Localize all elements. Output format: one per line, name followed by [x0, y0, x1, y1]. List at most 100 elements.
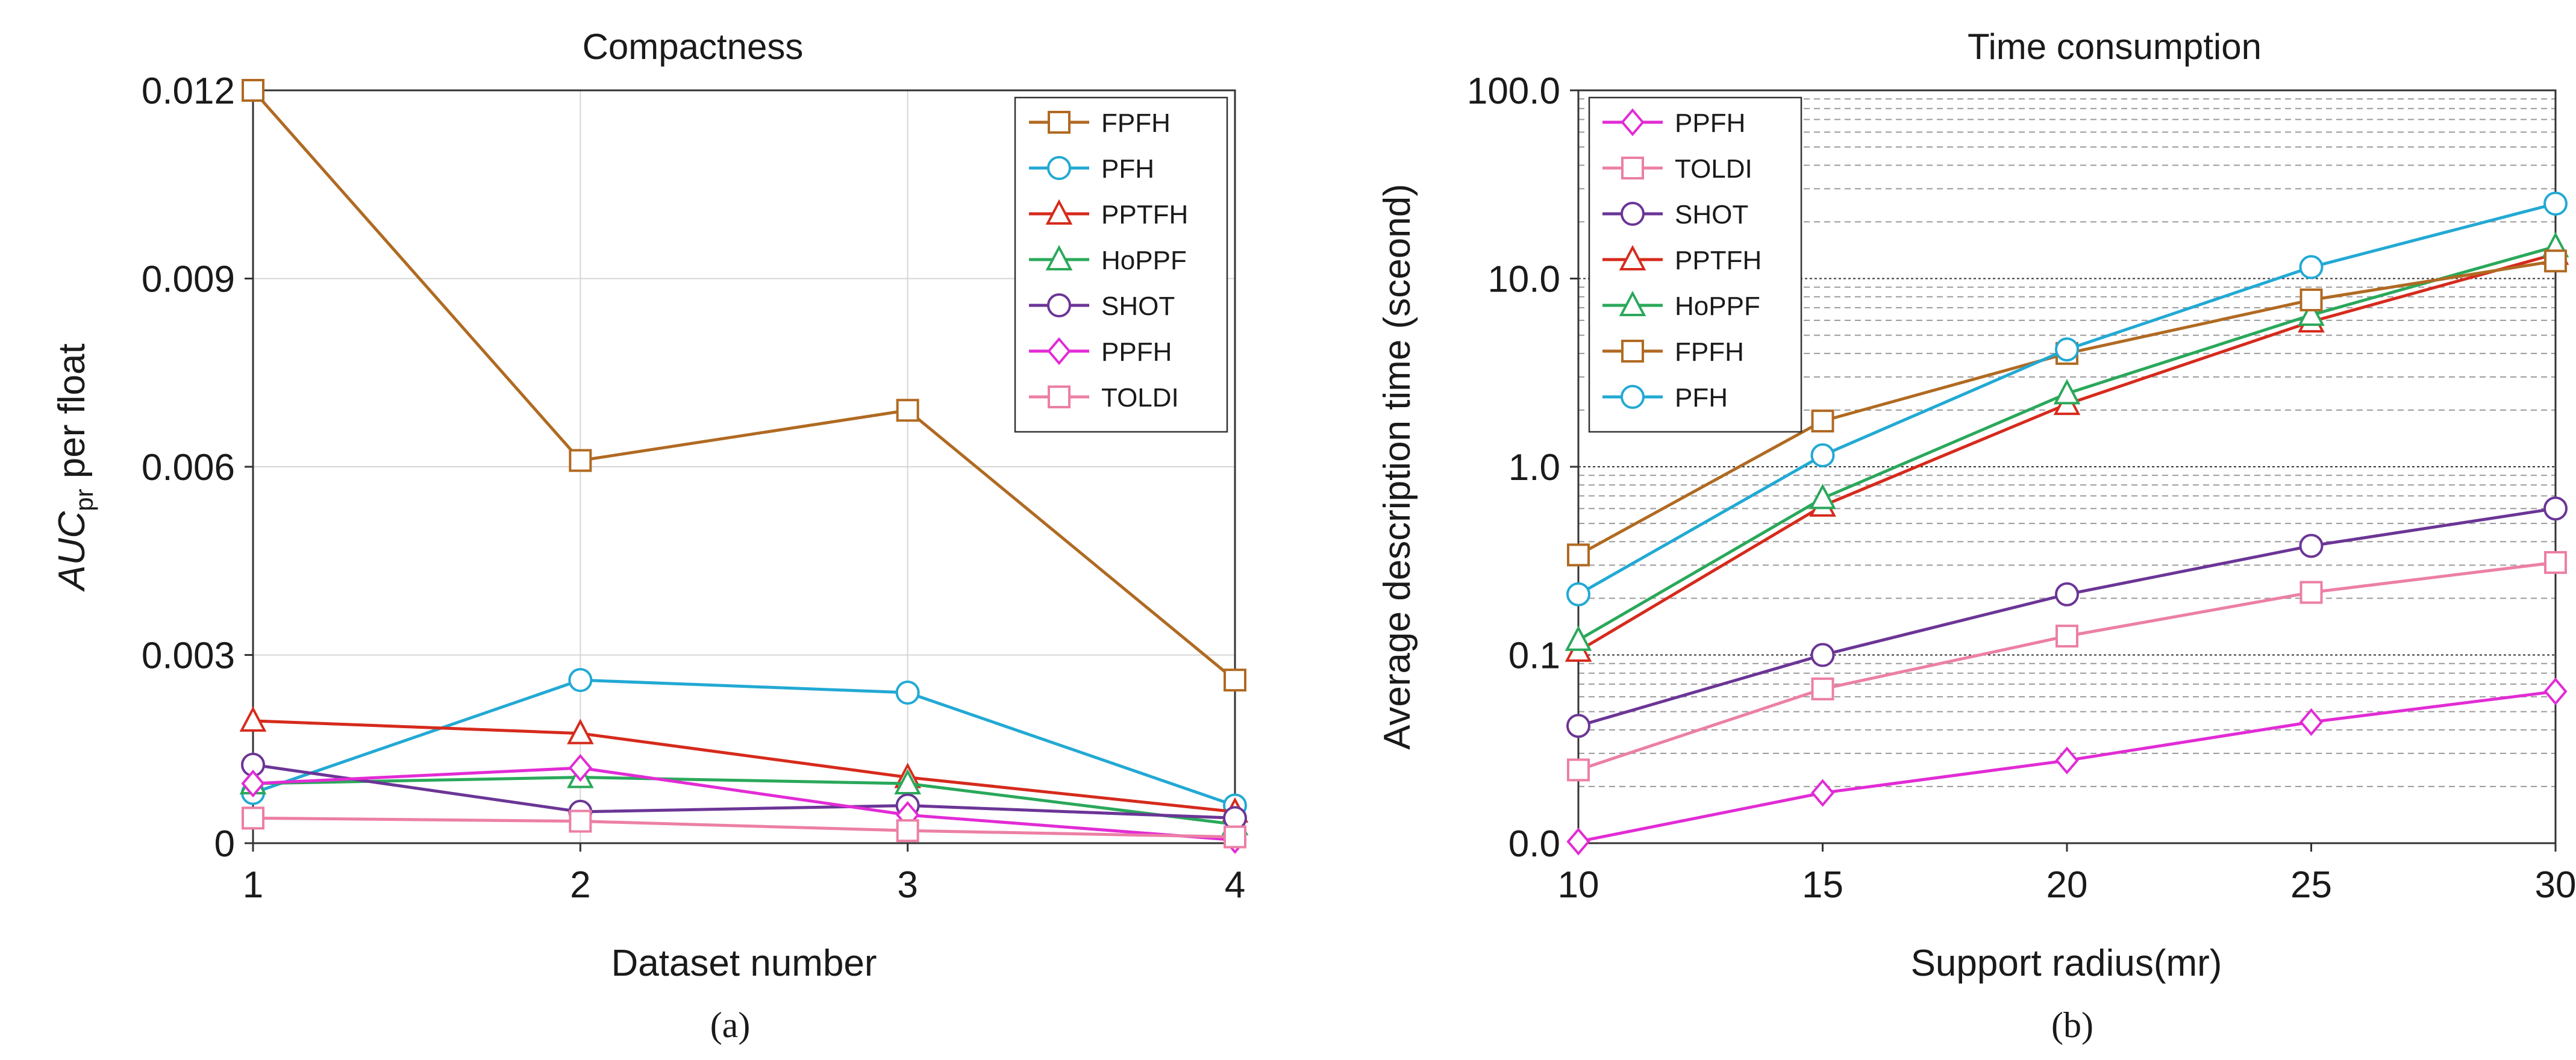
chart-a-y-tick-label: 0.009: [142, 259, 235, 301]
chart-a-legend-item-ppfh: PPFH: [1029, 337, 1172, 367]
chart-a-series-pptfh: [239, 706, 1249, 823]
chart-a-point-pfh: [895, 681, 920, 705]
chart-b-x-tick-label: 25: [2290, 864, 2332, 906]
chart-a-line-pfh: [252, 678, 1236, 807]
chart-a-x-tick-label: 3: [897, 864, 918, 906]
chart-a-point-pptfh: [239, 706, 267, 732]
chart-b-point-pfh: [1566, 582, 1590, 606]
chart-a-point-fpfh: [896, 399, 919, 422]
chart-b-point-fpfh: [1811, 410, 1834, 433]
chart-b-legend-marker-fpfh: [1621, 340, 1644, 363]
chart-b-legend-marker-shot: [1621, 202, 1645, 226]
chart-a-line-hoppf: [252, 776, 1236, 826]
chart-b-point-shot: [2055, 582, 2079, 606]
chart-b-legend-label-ppfh: PPFH: [1675, 108, 1745, 138]
chart-b-point-shot: [2299, 534, 2324, 558]
chart-b-series-ppfh: [1566, 677, 2568, 856]
chart-b-legend-marker-hoppf: [1619, 290, 1646, 316]
chart-b-point-shot: [1566, 714, 1590, 738]
chart-b-point-hoppf: [1809, 484, 1836, 510]
chart-a-legend-marker-toldi: [1048, 385, 1071, 408]
chart-a-legend-marker-pfh: [1047, 156, 1071, 180]
chart-a-legend-marker-ppfh: [1047, 337, 1071, 366]
chart-a-legend-item-toldi: TOLDI: [1029, 383, 1179, 413]
chart-b-legend-marker-toldi: [1621, 157, 1644, 179]
chart-b-legend-label-fpfh: FPFH: [1675, 337, 1744, 367]
chart-b-y-tick-label: 10.0: [1487, 259, 1560, 301]
panel-a-compactness: Compactness 0 0.003 0.006 0.009 0.012 1 2 3 4 D…: [51, 26, 1249, 1045]
chart-b-legend-marker-pptfh: [1619, 245, 1646, 270]
chart-b-legend-item-fpfh: FPFH: [1602, 337, 1744, 367]
chart-a-legend-marker-fpfh: [1048, 111, 1071, 134]
chart-b-point-shot: [1810, 643, 1835, 667]
chart-a-x-label: Dataset number: [611, 943, 877, 984]
chart-b-point-toldi: [1567, 758, 1590, 782]
chart-b-point-ppfh: [1810, 779, 1835, 807]
chart-b-point-toldi: [1811, 677, 1834, 700]
chart-b-point-fpfh: [2544, 249, 2567, 273]
chart-b-series-pfh: [1566, 192, 2568, 606]
chart-b-point-pfh: [2055, 337, 2079, 362]
chart-b-series: [1565, 192, 2569, 856]
chart-b-x-tick-label: 30: [2535, 864, 2576, 906]
chart-a-point-fpfh: [1224, 669, 1246, 692]
chart-b-series-toldi: [1567, 550, 2567, 782]
chart-b-legend-marker-pfh: [1621, 385, 1645, 409]
chart-b-legend-marker-ppfh: [1621, 108, 1645, 137]
chart-a-y-label-italic: AUC: [51, 511, 93, 593]
chart-a-legend-marker-pptfh: [1045, 199, 1073, 225]
chart-a-series-pfh: [241, 668, 1247, 818]
chart-b-point-shot: [2543, 496, 2568, 521]
chart-a-point-pfh: [568, 668, 593, 693]
chart-a-legend-marker-hoppf: [1045, 245, 1073, 270]
chart-b-title: Time consumption: [1968, 26, 2262, 67]
chart-b-legend-item-ppfh: PPFH: [1602, 108, 1745, 138]
chart-b-x-tick-label: 15: [1802, 864, 1843, 906]
chart-b-point-ppfh: [2299, 708, 2324, 737]
chart-a-y-ticks: 0 0.003 0.006 0.009 0.012: [142, 70, 253, 865]
chart-b-x-label: Support radius(mr): [1911, 943, 2222, 984]
chart-b-y-tick-label: 100.0: [1467, 70, 1560, 112]
chart-b-legend-label-pptfh: PPTFH: [1675, 246, 1762, 275]
chart-b-point-ppfh: [2543, 677, 2568, 706]
chart-b-legend-item-pptfh: PPTFH: [1602, 245, 1762, 275]
chart-a-legend-item-hoppf: HoPPF: [1029, 245, 1187, 275]
chart-a-legend-label-pptfh: PPTFH: [1101, 200, 1188, 229]
chart-a-legend-label-fpfh: FPFH: [1101, 108, 1171, 138]
chart-b-point-pfh: [2543, 192, 2568, 216]
chart-a-legend-label-toldi: TOLDI: [1101, 383, 1179, 413]
chart-a-legend-label-ppfh: PPFH: [1101, 337, 1172, 367]
chart-b-point-toldi: [2055, 625, 2078, 648]
chart-a-gridlines: [253, 90, 1235, 843]
chart-a-x-tick-label: 2: [570, 864, 590, 906]
chart-b-point-toldi: [2544, 550, 2567, 574]
chart-a-legend-marker-shot: [1047, 293, 1071, 317]
chart-a-y-tick-label: 0.012: [142, 70, 235, 112]
chart-b-x-tick-label: 10: [1558, 864, 1599, 906]
chart-a-x-ticks: 1 2 3 4: [243, 843, 1245, 906]
chart-a-point-toldi: [896, 819, 919, 843]
chart-a-legend-label-pfh: PFH: [1101, 154, 1154, 184]
chart-b-point-hoppf: [1565, 625, 1592, 651]
chart-a-title: Compactness: [583, 26, 804, 67]
chart-b-point-fpfh: [1567, 543, 1590, 567]
chart-a-y-tick-label: 0.006: [142, 447, 235, 488]
chart-b-point-hoppf: [2298, 300, 2325, 326]
chart-b-point-pfh: [2299, 255, 2324, 279]
chart-a-line-shot: [252, 763, 1236, 820]
chart-a-series-toldi: [242, 806, 1246, 849]
panel-b-time-consumption: Time consumption 0.0 0.1 1.0 10.0 100.0 10 15…: [1377, 26, 2576, 1045]
chart-a-legend-item-pfh: PFH: [1029, 154, 1154, 184]
chart-a-point-pptfh: [567, 719, 594, 744]
chart-b-legend: PPFH TOLDI SHOT PPTFH HoPPF FPFH PFH: [1588, 96, 1802, 433]
chart-b-x-tick-label: 20: [2046, 864, 2088, 906]
chart-b-legend-label-toldi: TOLDI: [1675, 154, 1752, 184]
chart-b-legend-item-shot: SHOT: [1602, 200, 1748, 229]
chart-a-legend-item-shot: SHOT: [1029, 292, 1175, 321]
chart-b-point-fpfh: [2299, 288, 2323, 311]
chart-a-caption: (a): [710, 1005, 751, 1045]
chart-a-point-toldi: [1224, 825, 1246, 849]
chart-a-legend-label-hoppf: HoPPF: [1101, 246, 1187, 275]
chart-a-point-fpfh: [242, 79, 264, 102]
